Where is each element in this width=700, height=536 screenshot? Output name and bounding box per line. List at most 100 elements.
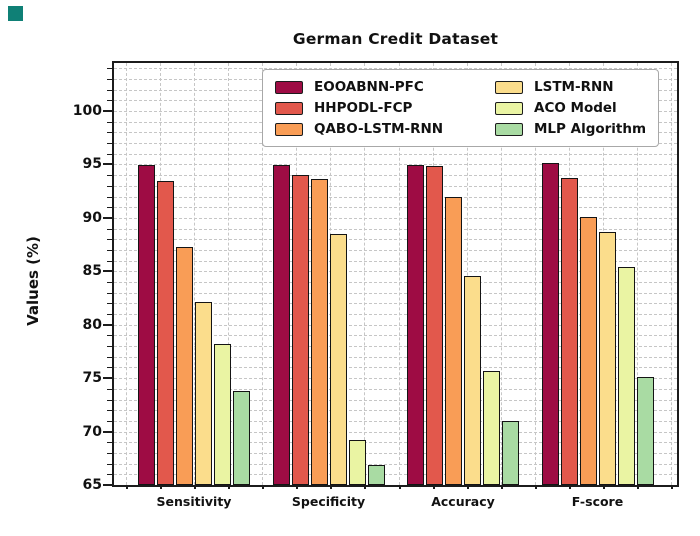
bar xyxy=(636,377,654,485)
gridline-vertical xyxy=(534,63,536,485)
y-major-tick xyxy=(103,430,112,433)
gridline-horizontal xyxy=(114,228,677,230)
legend-label: MLP Algorithm xyxy=(534,121,647,137)
gridline-horizontal xyxy=(114,196,677,198)
bar xyxy=(426,165,443,485)
y-minor-tick xyxy=(107,474,112,476)
gridline-horizontal xyxy=(114,474,677,476)
gridline-horizontal xyxy=(114,239,677,241)
gridline-horizontal xyxy=(114,356,677,358)
bar xyxy=(329,233,347,485)
gridline-vertical xyxy=(466,63,468,485)
x-minor-tick xyxy=(603,485,606,489)
teal-corner-marker-icon xyxy=(8,6,23,21)
y-tick-label: 95 xyxy=(82,156,102,173)
gridline-horizontal xyxy=(114,303,677,305)
y-axis-label: Values (%) xyxy=(24,236,42,326)
gridline-vertical xyxy=(228,63,229,485)
y-minor-tick xyxy=(107,100,112,102)
bar xyxy=(483,370,500,485)
bar xyxy=(348,440,366,485)
y-minor-tick xyxy=(107,442,112,444)
bar xyxy=(195,302,212,485)
gridline-horizontal xyxy=(114,292,677,294)
gridline-horizontal xyxy=(114,378,677,380)
gridline-horizontal xyxy=(114,452,677,454)
y-minor-tick xyxy=(107,196,112,198)
x-minor-tick xyxy=(364,485,367,489)
gridline-horizontal xyxy=(114,260,677,262)
y-minor-tick xyxy=(107,367,112,369)
x-minor-tick xyxy=(125,485,128,489)
bar xyxy=(617,267,635,485)
y-minor-tick xyxy=(107,356,112,358)
gridline-vertical xyxy=(398,63,400,485)
bar xyxy=(157,180,174,485)
y-minor-tick xyxy=(107,132,112,134)
gridline-vertical xyxy=(262,63,264,485)
gridline-horizontal xyxy=(114,164,677,166)
x-minor-tick xyxy=(432,485,435,489)
gridline-horizontal xyxy=(114,282,677,283)
y-minor-tick xyxy=(107,463,112,465)
bar xyxy=(233,391,250,485)
bar xyxy=(407,164,424,485)
x-minor-tick xyxy=(398,485,401,489)
gridline-horizontal xyxy=(114,410,677,412)
legend-label: HHPODL-FCP xyxy=(314,100,413,116)
gridline-horizontal xyxy=(114,271,677,273)
legend-swatch xyxy=(275,80,303,94)
bar-group-accuracy xyxy=(407,164,519,485)
bar-group-f-score xyxy=(541,163,654,485)
gridline-horizontal xyxy=(114,463,677,465)
x-tick-label: Sensitivity xyxy=(156,494,232,509)
legend-label: QABO-LSTM-RNN xyxy=(314,121,444,137)
x-minor-tick xyxy=(637,485,640,489)
y-tick-label: 90 xyxy=(82,209,102,226)
gridline-vertical xyxy=(125,63,127,485)
x-minor-tick xyxy=(296,485,299,489)
y-minor-tick xyxy=(107,153,112,155)
gridline-horizontal xyxy=(114,175,677,177)
legend: EOOABNN-PFC HHPODL-FCP QABO-LSTM-RNN LSTM-R… xyxy=(262,69,660,147)
legend-item: HHPODL-FCP xyxy=(275,100,487,116)
bar xyxy=(138,164,155,485)
bar xyxy=(598,231,616,485)
x-minor-tick xyxy=(228,485,230,489)
x-minor-tick xyxy=(534,485,537,489)
bar xyxy=(445,196,462,485)
bar-group-sensitivity xyxy=(138,164,250,485)
y-minor-tick xyxy=(107,292,112,294)
gridline-horizontal xyxy=(114,399,677,401)
plot-area: EOOABNN-PFC HHPODL-FCP QABO-LSTM-RNN LSTM-R… xyxy=(112,61,679,487)
y-tick-label: 75 xyxy=(82,370,102,387)
y-minor-tick xyxy=(107,207,112,209)
y-tick-label: 65 xyxy=(82,477,102,493)
bar xyxy=(541,163,559,485)
legend-label: LSTM-RNN xyxy=(534,79,614,95)
y-major-tick xyxy=(103,163,112,166)
legend-swatch xyxy=(275,101,303,115)
legend-label: EOOABNN-PFC xyxy=(314,79,424,95)
gridline-horizontal xyxy=(114,388,677,390)
y-minor-tick xyxy=(107,249,112,251)
y-minor-tick xyxy=(107,239,112,241)
y-major-tick xyxy=(103,110,112,113)
gridline-horizontal xyxy=(114,346,677,348)
y-minor-tick xyxy=(107,420,112,422)
y-minor-tick xyxy=(107,410,112,412)
y-minor-tick xyxy=(107,399,112,401)
gridline-horizontal xyxy=(114,335,677,337)
y-tick-label: 80 xyxy=(82,316,102,333)
gridline-horizontal xyxy=(114,431,677,433)
x-minor-tick xyxy=(500,485,503,489)
legend-label: ACO Model xyxy=(534,100,617,116)
x-minor-tick xyxy=(671,485,674,489)
legend-item: MLP Algorithm xyxy=(495,121,646,137)
legend-swatch xyxy=(275,122,303,136)
y-minor-tick xyxy=(107,282,112,283)
x-minor-tick xyxy=(159,485,162,489)
x-minor-tick xyxy=(466,485,469,489)
y-minor-tick xyxy=(107,314,112,316)
